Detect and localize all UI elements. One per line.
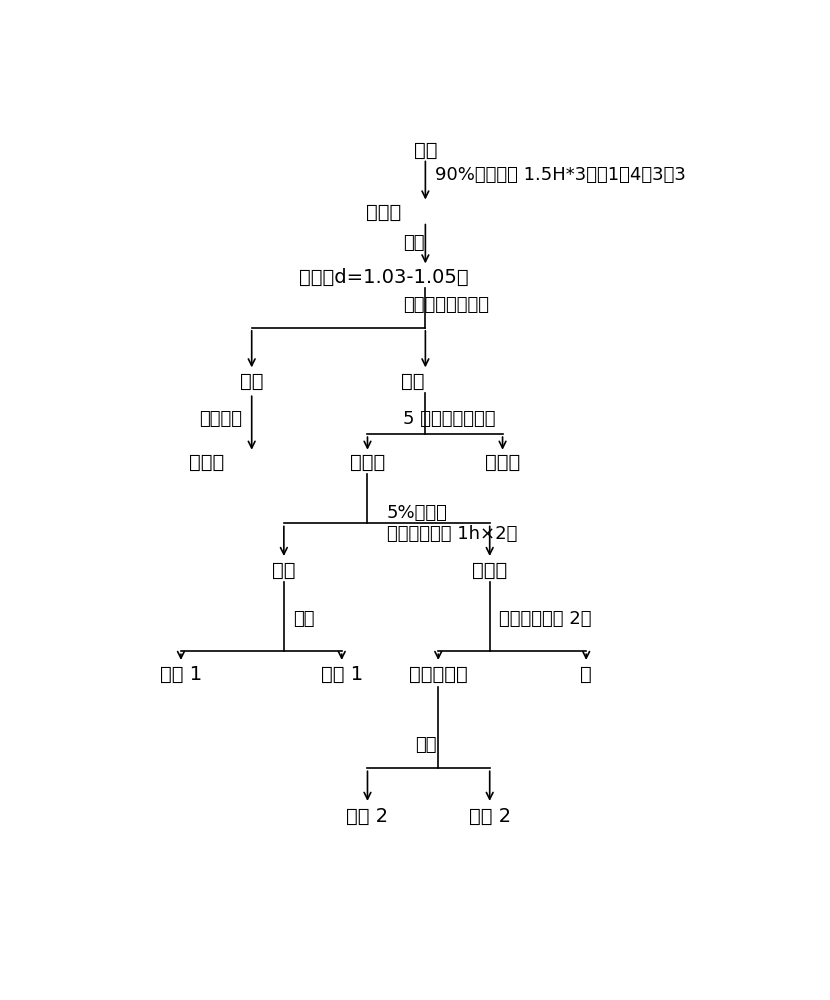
Text: 沉淠: 沉淠 xyxy=(401,372,424,391)
Text: 结晶: 结晶 xyxy=(415,736,436,754)
Text: 结晶 1: 结晶 1 xyxy=(160,665,202,684)
Text: 无水乙醇回流 1h×2次: 无水乙醇回流 1h×2次 xyxy=(387,525,517,543)
Text: 浸膏: 浸膏 xyxy=(240,372,263,391)
Text: 原料: 原料 xyxy=(413,141,437,160)
Text: 浸膏（d=1.03-1.05）: 浸膏（d=1.03-1.05） xyxy=(299,268,468,287)
Text: 醇液: 醇液 xyxy=(272,561,295,580)
Text: 石油醇: 石油醇 xyxy=(485,453,520,472)
Text: 静置至室温，过滤: 静置至室温，过滤 xyxy=(403,296,489,314)
Text: 喷雾干燥: 喷雾干燥 xyxy=(199,410,242,428)
Text: 乙酸乙酯回流 2次: 乙酸乙酯回流 2次 xyxy=(500,610,592,628)
Text: 结晶 2: 结晶 2 xyxy=(346,807,388,826)
Text: 母液 2: 母液 2 xyxy=(469,807,510,826)
Text: 5%活性炭: 5%活性炭 xyxy=(387,504,447,522)
Text: 不溶物: 不溶物 xyxy=(472,561,507,580)
Text: 副产品: 副产品 xyxy=(189,453,224,472)
Text: 提取液: 提取液 xyxy=(366,203,401,222)
Text: 90%甲醇提取 1.5H*3次，1：4：3：3: 90%甲醇提取 1.5H*3次，1：4：3：3 xyxy=(435,166,686,184)
Text: 5 倍量石油醇脱脂: 5 倍量石油醇脱脂 xyxy=(403,410,496,428)
Text: 粗结晶: 粗结晶 xyxy=(350,453,385,472)
Text: 渣: 渣 xyxy=(580,665,592,684)
Text: 乙酸乙酯液: 乙酸乙酯液 xyxy=(409,665,467,684)
Text: 结晶: 结晶 xyxy=(294,610,315,628)
Text: 母液 1: 母液 1 xyxy=(320,665,363,684)
Text: 浓缩: 浓缩 xyxy=(403,234,424,252)
